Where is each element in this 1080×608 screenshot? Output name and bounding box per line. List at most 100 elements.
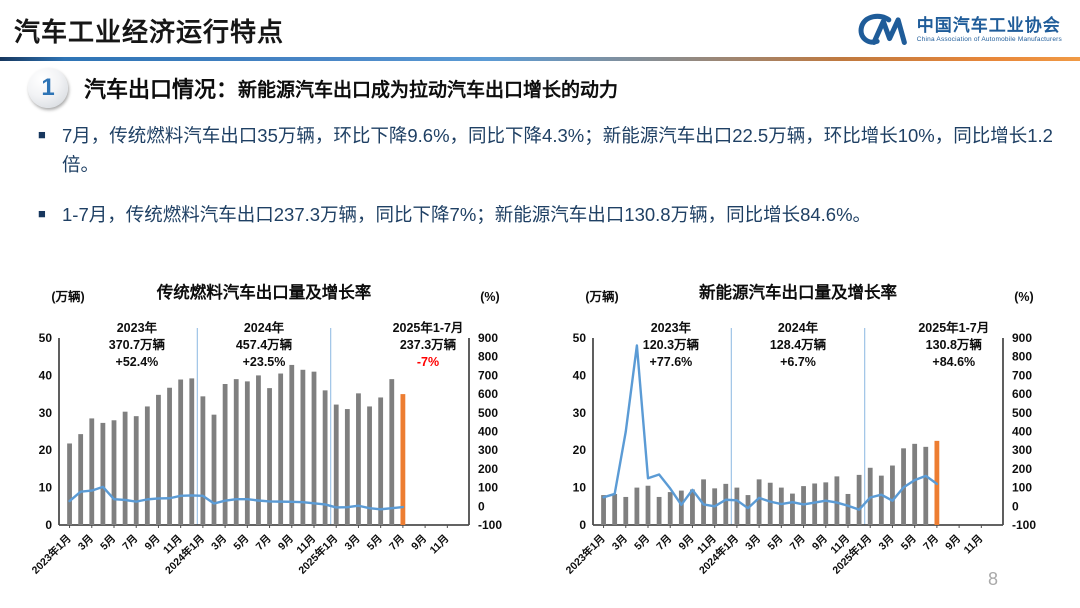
left-axis-tick-label: 0 — [579, 518, 586, 532]
annotation-year: 2024年 — [244, 320, 285, 335]
x-axis-tick-label: 5月 — [98, 533, 118, 553]
annotation-growth: -7% — [417, 355, 439, 369]
x-axis-tick-label: 2023年1月 — [563, 532, 608, 577]
chart-title: 传统燃料汽车出口量及增长率 — [156, 282, 372, 302]
left-axis-tick-label: 0 — [45, 518, 52, 532]
left-axis-tick-label: 40 — [573, 368, 587, 382]
right-axis-tick-label: 400 — [478, 425, 498, 439]
right-axis-tick-label: 300 — [478, 443, 498, 457]
caam-logo-cn: 中国汽车工业协会 — [916, 16, 1061, 36]
chart-nev-svg: 新能源汽车出口量及增长率 (万辆) (%) 0 10 20 30 40 50 -100 0 100 20… — [563, 282, 1036, 577]
export-volume-bar — [222, 384, 228, 525]
growth-rate-line — [68, 485, 405, 511]
annotation-growth: +77.6% — [650, 355, 693, 369]
export-volume-bar — [122, 411, 128, 525]
export-volume-bar — [67, 443, 72, 525]
x-axis-tick-label: 5月 — [365, 533, 385, 553]
section-title: 汽车出口情况： — [84, 77, 239, 102]
left-axis-tick-label: 50 — [573, 331, 587, 345]
export-volume-bar — [790, 493, 795, 525]
right-axis-tick-label: -100 — [478, 518, 502, 532]
left-axis-unit-label: (万辆) — [585, 289, 618, 304]
x-axis-tick-label: 7月 — [387, 533, 407, 553]
export-volume-bar — [211, 414, 217, 525]
x-axis-tick-label: 7月 — [921, 533, 941, 553]
right-axis-tick-label: 200 — [1012, 462, 1032, 476]
export-volume-bar — [367, 406, 372, 525]
export-volume-bar — [344, 409, 350, 525]
header-divider-line — [0, 57, 1080, 61]
left-axis-tick-label: 20 — [39, 443, 53, 457]
chart-nev-exports: 新能源汽车出口量及增长率 (万辆) (%) 0 10 20 30 40 50 -100 0 100 20… — [556, 276, 1061, 598]
growth-rate-line — [602, 344, 939, 511]
x-axis-tick-label: 3月 — [877, 533, 897, 553]
export-volume-bar — [812, 483, 818, 525]
right-axis-tick-label: 900 — [1012, 331, 1032, 345]
export-volume-bar — [623, 496, 629, 525]
export-volume-bar — [300, 369, 306, 525]
export-volume-bar — [111, 420, 117, 525]
bullet-list: ■ 7月，传统燃料汽车出口35万辆，环比下降9.6%，同比下降4.3%；新能源汽… — [38, 122, 1066, 252]
right-axis-tick-label: 800 — [478, 350, 498, 364]
export-volume-bar — [167, 387, 172, 525]
page-title: 汽车工业经济运行特点 — [14, 17, 285, 47]
export-volume-bar — [233, 379, 239, 525]
section-subtitle: 新能源汽车出口成为拉动汽车出口增长的动力 — [238, 79, 619, 101]
x-axis-tick-label: 3月 — [743, 533, 763, 553]
right-axis-tick-label: 900 — [478, 331, 498, 345]
export-volume-bar — [734, 487, 740, 525]
x-axis-tick-label: 7月 — [254, 533, 274, 553]
bullet-item-2: ■ 1-7月，传统燃料汽车出口237.3万辆，同比下降7%；新能源汽车出口130… — [38, 201, 1066, 230]
right-axis-tick-label: 800 — [1012, 350, 1032, 364]
x-axis-tick-label: 2023年1月 — [29, 532, 74, 577]
right-axis-tick-label: 200 — [478, 462, 498, 476]
caam-logo-text: 中国汽车工业协会 China Association of Automobile… — [916, 16, 1062, 43]
export-volume-bar — [912, 443, 918, 525]
export-volume-bar — [189, 378, 195, 525]
annotation-total: 120.3万辆 — [643, 337, 700, 352]
bullet-square-icon: ■ — [38, 206, 46, 222]
right-axis-tick-label: 700 — [478, 368, 498, 382]
caam-logo-en: China Association of Automobile Manufact… — [916, 35, 1062, 43]
annotation-year: 2024年 — [778, 320, 819, 335]
export-volume-bar — [89, 418, 95, 525]
export-volume-bar — [845, 493, 851, 525]
export-volume-bar — [756, 479, 762, 525]
export-volume-bar — [322, 390, 328, 525]
x-axis-tick-label: 7月 — [788, 533, 808, 553]
section-number-badge: 1 — [28, 68, 68, 108]
x-axis-tick-label: 9月 — [143, 533, 163, 553]
export-volume-bar — [745, 495, 751, 525]
x-axis-tick-label: 5月 — [765, 533, 785, 553]
x-axis-tick-label: 3月 — [209, 533, 229, 553]
annotation-total: 370.7万辆 — [109, 337, 166, 352]
bullet-square-icon: ■ — [38, 127, 46, 142]
right-axis-tick-label: 0 — [1012, 499, 1019, 513]
x-axis-tick-label: 11月 — [428, 533, 452, 557]
annotation-growth: +23.5% — [243, 355, 286, 369]
export-volume-bar — [767, 482, 773, 525]
x-axis-tick-label: 3月 — [343, 533, 363, 553]
x-axis-tick-label: 9月 — [943, 533, 963, 553]
left-axis-tick-label: 30 — [573, 406, 587, 420]
chart-title: 新能源汽车出口量及增长率 — [699, 282, 897, 302]
section-header: 1 汽车出口情况： 新能源汽车出口成为拉动汽车出口增长的动力 — [28, 68, 1060, 108]
right-axis-tick-label: 100 — [1012, 481, 1032, 495]
x-axis-tick-label: 5月 — [632, 533, 652, 553]
bullet-text-2: 1-7月，传统燃料汽车出口237.3万辆，同比下降7%；新能源汽车出口130.8… — [62, 204, 872, 226]
annotation-year: 2023年 — [117, 320, 158, 335]
left-axis-tick-label: 50 — [39, 331, 53, 345]
x-axis-tick-label: 11月 — [962, 533, 986, 557]
export-volume-bar — [656, 496, 662, 525]
annotation-growth: +6.7% — [780, 355, 816, 369]
page-number: 8 — [987, 569, 998, 589]
caam-logo-icon — [858, 13, 907, 45]
export-volume-bar — [723, 483, 729, 525]
x-axis-tick-label: 3月 — [610, 533, 630, 553]
right-axis-tick-label: 600 — [478, 387, 498, 401]
x-axis-tick-label: 9月 — [276, 533, 296, 553]
export-volume-bar — [678, 490, 684, 525]
right-axis-tick-label: -100 — [1012, 518, 1036, 532]
bullet-text-1: 7月，传统燃料汽车出口35万辆，环比下降9.6%，同比下降4.3%；新能源汽车出… — [62, 125, 1053, 175]
